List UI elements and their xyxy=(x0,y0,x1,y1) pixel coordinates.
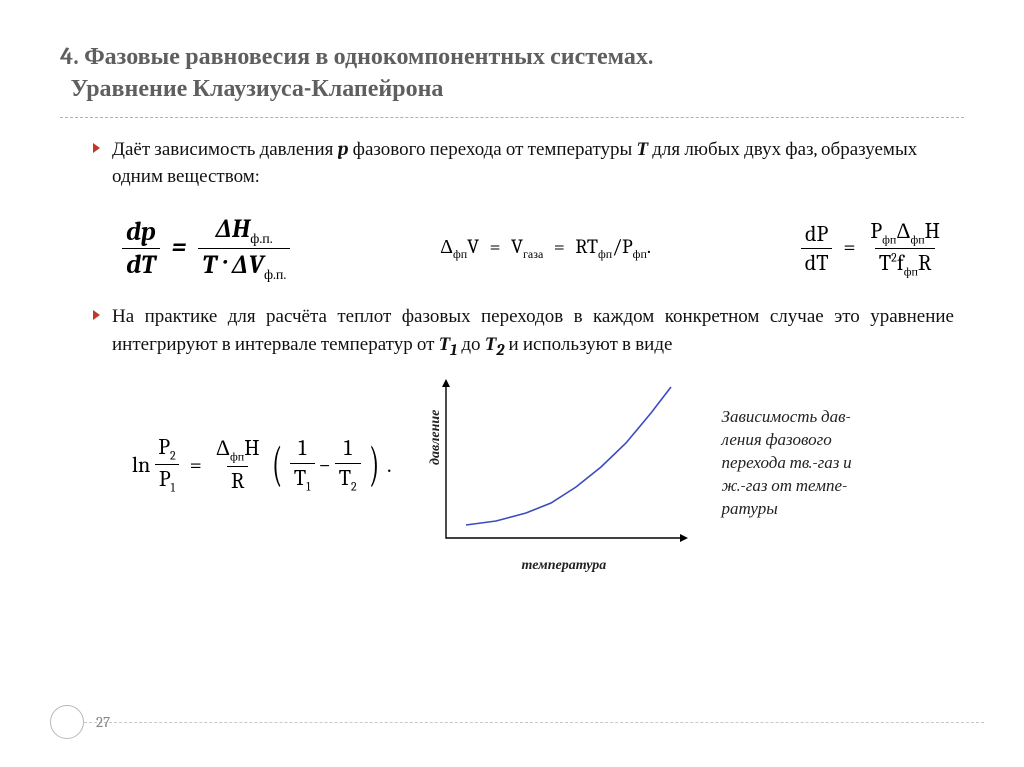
cap-l4: ж.-газ от темпе- xyxy=(722,477,848,496)
eq2-rhs-s1: фп xyxy=(598,247,612,261)
eq3-dr-f: f xyxy=(897,250,904,276)
eq3-nr-s2: фп xyxy=(910,232,924,246)
eq4-DHp: Δ xyxy=(216,435,230,461)
equation-row-1: dp dT = ΔHф.п. T · ΔVф.п. ΔфпV = Vгаза =… xyxy=(92,205,954,303)
equation-2: ΔфпV = Vгаза = RTфп/Pфп. xyxy=(440,235,651,262)
eq4-P1: P xyxy=(159,466,171,492)
bottom-row: ln P2 P1 = ΔфпH R ( 1 T1 − 1 T2 ) . xyxy=(92,375,954,554)
chart: давление температура xyxy=(432,375,692,554)
p2-T1: Т xyxy=(439,333,451,355)
cap-l3: перехода тв.-газ и xyxy=(722,454,852,473)
cap-l5: ратуры xyxy=(722,500,778,519)
eq2-dot: . xyxy=(647,235,651,258)
slide-title: 4. Фазовые равновесия в однокомпонентных… xyxy=(60,40,964,118)
eq4-DHs: фп xyxy=(230,450,244,464)
page-number: 27 xyxy=(50,705,110,739)
p1-pre: Даёт зависимость давления xyxy=(112,138,338,160)
p2-mid: до xyxy=(457,333,485,355)
eq2-lhs-V: V xyxy=(467,235,479,258)
eq3-dr-T: T xyxy=(879,250,891,276)
bullet-marker-icon xyxy=(92,142,102,191)
cap-l1: Зависимость дав- xyxy=(722,408,851,427)
cap-l2: ления фазового xyxy=(722,431,832,450)
eq3-den-l: dT xyxy=(801,248,833,275)
para-2-text: На практике для расчёта теплот фазовых п… xyxy=(112,303,954,361)
slide-content: Даёт зависимость давления p фазового пер… xyxy=(60,136,964,555)
p1-p: p xyxy=(338,138,349,160)
chart-svg xyxy=(432,375,692,550)
eq3-num-l: dP xyxy=(801,222,832,248)
page-number-circle-icon xyxy=(50,705,84,739)
eq2-mid-sub: газа xyxy=(523,247,543,261)
eq1-nr-pre: Δ xyxy=(216,214,232,244)
eq1-dr-V: V xyxy=(248,250,263,280)
page-number-divider xyxy=(84,722,984,723)
eq2-rhs: RT xyxy=(575,235,598,258)
eq1-num-l: dp xyxy=(122,218,160,249)
eq2-rhs-sl: /P xyxy=(612,235,632,258)
title-line-1: 4. Фазовые равновесия в однокомпонентных… xyxy=(60,42,653,70)
chart-caption: Зависимость дав- ления фазового перехода… xyxy=(722,407,852,522)
p2-post: и используют в виде xyxy=(504,333,672,355)
eq4-s2: 2 xyxy=(170,448,176,462)
eq4-P2: P xyxy=(158,434,170,460)
equation-1: dp dT = ΔHф.п. T · ΔVф.п. xyxy=(122,215,290,283)
title-line-2: Уравнение Клаузиуса-Клапейрона xyxy=(71,74,444,102)
eq4-dot: . xyxy=(387,452,392,478)
p1-mid: фазового перехода от температуры xyxy=(348,138,636,160)
equation-4: ln P2 P1 = ΔфпH R ( 1 T1 − 1 T2 ) . xyxy=(132,435,392,495)
page-number-value: 27 xyxy=(96,713,110,731)
eq3-nr-H: H xyxy=(925,218,940,244)
eq4-minus: − xyxy=(319,452,331,478)
y-axis-label: давление xyxy=(426,410,444,465)
eq1-nr-H: H xyxy=(232,214,250,244)
eq4-R: R xyxy=(227,466,249,493)
eq3-nr-P: P xyxy=(870,218,882,244)
eq1-dr-pre: T · Δ xyxy=(202,250,248,280)
eq4-T1: T xyxy=(294,465,306,491)
eq3-nr-s1: фп xyxy=(882,232,896,246)
eq4-1b: 1 xyxy=(340,436,356,462)
eq4-DHH: H xyxy=(244,435,259,461)
x-axis-label: температура xyxy=(522,556,607,574)
bullet-1: Даёт зависимость давления p фазового пер… xyxy=(92,136,954,191)
bullet-marker-icon-2 xyxy=(92,309,102,361)
eq4-T2: T xyxy=(339,465,351,491)
bullet-2: На практике для расчёта теплот фазовых п… xyxy=(92,303,954,361)
equation-3: dP dT = PфпΔфпH T2fфпR xyxy=(801,219,944,279)
p2-T2: Т xyxy=(485,333,497,355)
eq2-lhs-pre: Δ xyxy=(440,235,453,258)
p1-T: Т xyxy=(636,138,648,160)
eq4-s1: 1 xyxy=(171,481,175,495)
eq4-Ts1: 1 xyxy=(306,479,310,493)
eq1-den-l: dT xyxy=(122,248,160,280)
eq1-dr-sub: ф.п. xyxy=(264,267,286,284)
eq4-1a: 1 xyxy=(294,436,310,462)
eq2-rhs-s2: фп xyxy=(633,247,647,261)
eq2-mid-V: V xyxy=(511,235,523,258)
eq3-dr-sub: фп xyxy=(904,265,918,279)
eq4-Ts2: 2 xyxy=(351,479,357,493)
eq3-dr-R: R xyxy=(918,250,932,276)
eq1-nr-sub: ф.п. xyxy=(250,230,272,247)
eq3-nr-D: Δ xyxy=(896,218,910,244)
para-1-text: Даёт зависимость давления p фазового пер… xyxy=(112,136,954,191)
eq2-lhs-sub: фп xyxy=(453,247,467,261)
eq4-ln: ln xyxy=(132,452,150,478)
